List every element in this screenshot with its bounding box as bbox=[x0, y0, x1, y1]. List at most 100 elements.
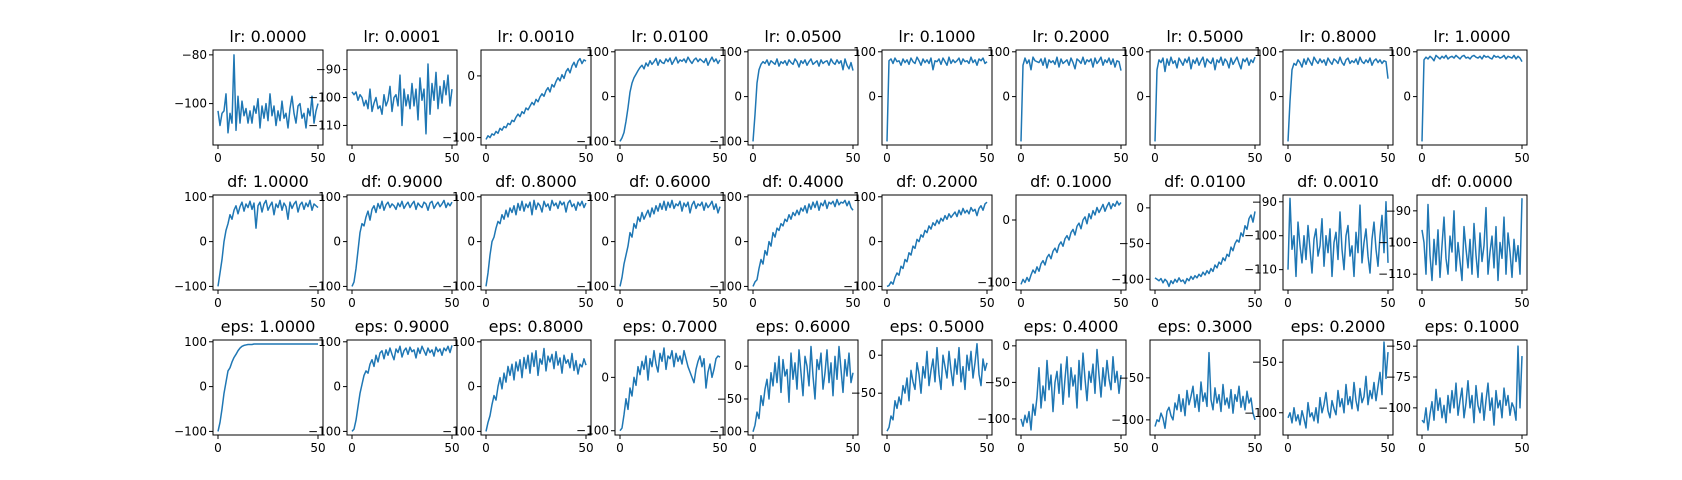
x-tick-label: 50 bbox=[712, 151, 727, 165]
y-tick-label: 0 bbox=[601, 370, 609, 384]
y-tick-label: −80 bbox=[182, 48, 207, 62]
subplot-title: eps: 0.6000 bbox=[756, 317, 851, 336]
subplot-3: lr: 0.0100 100 0 −100 0 50 bbox=[576, 27, 728, 165]
y-tick-label: −90 bbox=[1252, 195, 1277, 209]
subplot-title: df: 0.2000 bbox=[896, 172, 978, 191]
x-tick-label: 50 bbox=[578, 151, 593, 165]
y-tick-label: 100 bbox=[719, 190, 742, 204]
axes-frame bbox=[1282, 49, 1394, 146]
axes-frame bbox=[346, 194, 458, 291]
x-tick-label: 50 bbox=[578, 296, 593, 310]
subplot-title: eps: 0.4000 bbox=[1024, 317, 1119, 336]
x-tick-label: 50 bbox=[444, 151, 459, 165]
y-tick-label: 0 bbox=[1002, 213, 1010, 227]
series-line bbox=[619, 56, 721, 142]
subplot-9: lr: 1.0000 100 0 0 50 bbox=[1388, 27, 1530, 165]
subplot-21: eps: 0.9000 100 0 −100 0 50 bbox=[308, 317, 460, 455]
subplot-title: lr: 0.0001 bbox=[363, 27, 440, 46]
subplot-22: eps: 0.8000 100 0 −100 0 50 bbox=[442, 317, 594, 455]
y-tick-label: 100 bbox=[853, 45, 876, 59]
subplot-10: df: 1.0000 100 0 −100 0 50 bbox=[174, 172, 326, 310]
x-tick-label: 0 bbox=[749, 151, 757, 165]
y-tick-label: 0 bbox=[734, 90, 742, 104]
subplot-24: eps: 0.6000 0 −50 −100 0 50 bbox=[709, 317, 861, 455]
y-tick-label: 100 bbox=[719, 45, 742, 59]
y-tick-label: 100 bbox=[1388, 45, 1411, 59]
y-tick-label: 100 bbox=[987, 45, 1010, 59]
axes-frame bbox=[1015, 339, 1127, 436]
series-line bbox=[886, 56, 988, 142]
subplot-4: lr: 0.0500 100 0 −100 0 50 bbox=[709, 27, 861, 165]
series-line bbox=[485, 199, 587, 287]
y-tick-label: 100 bbox=[853, 190, 876, 204]
y-tick-label: −100 bbox=[174, 279, 207, 293]
y-tick-label: 100 bbox=[586, 190, 609, 204]
x-tick-label: 0 bbox=[348, 296, 356, 310]
series-line bbox=[886, 343, 988, 432]
subplot-title: df: 0.0100 bbox=[1164, 172, 1246, 191]
y-tick-label: 0 bbox=[1403, 90, 1411, 104]
subplot-7: lr: 0.5000 100 0 0 50 bbox=[1121, 27, 1263, 165]
axes-frame bbox=[212, 339, 324, 436]
subplot-16: df: 0.1000 0 −100 0 50 bbox=[977, 172, 1129, 310]
x-tick-label: 0 bbox=[214, 296, 222, 310]
subplot-title: df: 0.6000 bbox=[629, 172, 711, 191]
x-tick-label: 0 bbox=[482, 151, 490, 165]
x-tick-label: 50 bbox=[310, 296, 325, 310]
x-tick-label: 50 bbox=[444, 441, 459, 455]
y-tick-label: −100 bbox=[308, 279, 341, 293]
x-tick-label: 0 bbox=[1418, 151, 1426, 165]
subplot-17: df: 0.0100 0 −50 −100 0 50 bbox=[1111, 172, 1263, 310]
series-line bbox=[1421, 54, 1523, 142]
subplot-title: df: 1.0000 bbox=[227, 172, 309, 191]
y-tick-label: −100 bbox=[709, 134, 742, 148]
subplot-title: eps: 0.9000 bbox=[355, 317, 450, 336]
y-tick-label: 100 bbox=[452, 190, 475, 204]
series-line bbox=[217, 343, 318, 432]
y-tick-label: 100 bbox=[1254, 45, 1277, 59]
y-tick-label: −100 bbox=[1111, 272, 1144, 286]
x-tick-label: 50 bbox=[979, 296, 994, 310]
y-tick-label: 0 bbox=[467, 69, 475, 83]
axes-frame bbox=[881, 49, 993, 146]
series-line bbox=[1154, 211, 1256, 288]
subplot-title: df: 0.4000 bbox=[762, 172, 844, 191]
y-tick-label: −100 bbox=[1244, 406, 1277, 420]
subplot-title: eps: 0.8000 bbox=[489, 317, 584, 336]
y-tick-label: −100 bbox=[308, 424, 341, 438]
subplot-5: lr: 0.1000 100 0 0 50 bbox=[853, 27, 995, 165]
series-line bbox=[1287, 56, 1389, 142]
subplot-23: eps: 0.7000 0 −100 0 50 bbox=[576, 317, 728, 455]
x-tick-label: 0 bbox=[348, 441, 356, 455]
y-tick-label: 0 bbox=[601, 235, 609, 249]
y-tick-label: −100 bbox=[977, 412, 1010, 426]
x-tick-label: 50 bbox=[1247, 441, 1262, 455]
x-tick-label: 50 bbox=[845, 296, 860, 310]
subplot-11: df: 0.9000 100 0 −100 0 50 bbox=[308, 172, 460, 310]
x-tick-label: 50 bbox=[1514, 441, 1529, 455]
y-tick-label: 100 bbox=[184, 190, 207, 204]
subplot-25: eps: 0.5000 0 −50 0 50 bbox=[851, 317, 995, 455]
subplot-20: eps: 1.0000 100 0 −100 0 50 bbox=[174, 317, 326, 455]
x-tick-label: 50 bbox=[578, 441, 593, 455]
x-tick-label: 0 bbox=[1418, 441, 1426, 455]
axes-frame bbox=[1416, 339, 1528, 436]
subplot-title: lr: 0.0500 bbox=[764, 27, 841, 46]
series-line bbox=[752, 345, 854, 432]
x-tick-label: 0 bbox=[482, 441, 490, 455]
axes-frame bbox=[480, 194, 592, 291]
x-tick-label: 50 bbox=[1113, 296, 1128, 310]
x-tick-label: 0 bbox=[1151, 441, 1159, 455]
subplot-title: lr: 0.5000 bbox=[1166, 27, 1243, 46]
y-tick-label: −50 bbox=[1386, 339, 1411, 353]
series-line bbox=[351, 345, 453, 432]
subplot-8: lr: 0.8000 100 0 0 50 bbox=[1254, 27, 1396, 165]
y-tick-label: 0 bbox=[1136, 201, 1144, 215]
series-line bbox=[752, 58, 854, 142]
y-tick-label: −100 bbox=[1111, 413, 1144, 427]
y-tick-label: 0 bbox=[467, 380, 475, 394]
y-tick-label: −110 bbox=[1244, 263, 1277, 277]
y-tick-label: 0 bbox=[601, 90, 609, 104]
x-tick-label: 0 bbox=[1284, 441, 1292, 455]
x-tick-label: 0 bbox=[1284, 296, 1292, 310]
